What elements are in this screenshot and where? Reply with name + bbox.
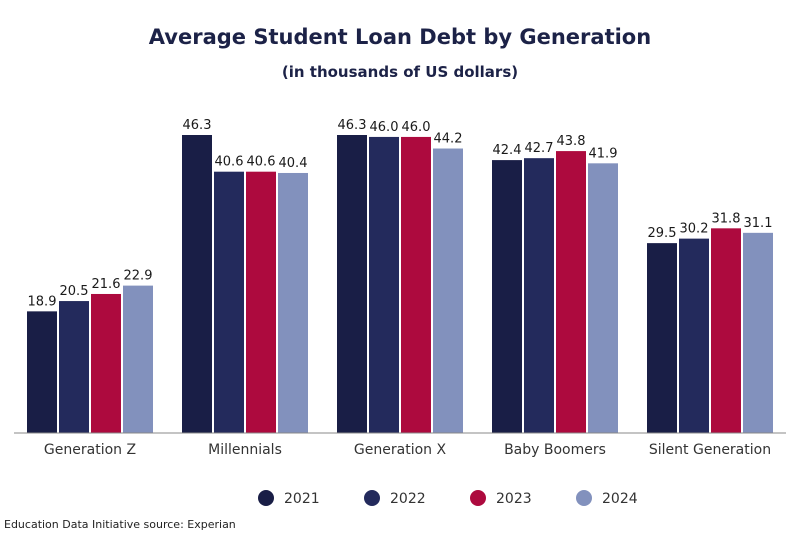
- data-label: 40.4: [279, 156, 308, 171]
- bar-generation-z-2024: [123, 285, 153, 433]
- x-tick-label: Baby Boomers: [504, 442, 606, 458]
- bar-silent-generation-2021: [647, 243, 677, 433]
- x-tick-label: Generation X: [354, 442, 447, 458]
- legend-label: 2024: [602, 491, 638, 507]
- bar-silent-generation-2024: [743, 232, 773, 433]
- data-label: 22.9: [124, 269, 153, 284]
- bar-baby-boomers-2024: [588, 163, 618, 434]
- data-label: 31.1: [744, 216, 773, 231]
- data-label: 18.9: [28, 294, 57, 309]
- data-label: 43.8: [557, 134, 586, 149]
- data-label: 44.2: [434, 132, 463, 147]
- legend-marker-2024: [576, 490, 592, 506]
- bar-generation-x-2023: [401, 136, 431, 433]
- legend: 2021 2022 2023 2024: [258, 490, 638, 507]
- bar-millennials-2021: [182, 135, 212, 433]
- x-axis-ticks: Generation Z Millennials Generation X Baby …: [44, 442, 771, 458]
- bar-millennials-2024: [278, 172, 308, 434]
- data-label: 29.5: [648, 226, 677, 241]
- bar-silent-generation-2022: [679, 238, 709, 433]
- chart-subtitle: (in thousands of US dollars): [282, 63, 518, 81]
- bar-generation-z-2023: [91, 293, 121, 433]
- data-labels-group: 18.920.5 21.622.946.340.6 40.6 40.446.3 46.0…: [28, 118, 773, 309]
- legend-marker-2023: [470, 490, 486, 506]
- data-label: 41.9: [589, 146, 618, 161]
- legend-marker-2022: [364, 490, 380, 506]
- bar-generation-x-2024: [433, 148, 463, 433]
- bar-millennials-2022: [214, 171, 244, 433]
- data-label: 30.2: [680, 222, 709, 237]
- bar-baby-boomers-2022: [524, 158, 554, 433]
- data-label: 42.7: [525, 141, 554, 156]
- x-tick-label: Generation Z: [44, 442, 136, 458]
- legend-label: 2022: [390, 491, 426, 507]
- chart-title: Average Student Loan Debt by Generation: [149, 25, 651, 49]
- bar-silent-generation-2023: [711, 228, 741, 433]
- bar-generation-x-2021: [337, 135, 367, 433]
- bars-group: [27, 135, 773, 434]
- legend-label: 2023: [496, 491, 532, 507]
- legend-marker-2021: [258, 490, 274, 506]
- data-label: 40.6: [247, 155, 276, 170]
- bar-millennials-2023: [246, 171, 276, 433]
- data-label: 46.0: [402, 120, 431, 135]
- legend-label: 2021: [284, 491, 320, 507]
- data-label: 40.6: [215, 155, 244, 170]
- bar-generation-z-2022: [59, 301, 89, 433]
- data-label: 46.3: [183, 118, 212, 133]
- data-label: 46.0: [370, 120, 399, 135]
- bar-baby-boomers-2023: [556, 151, 586, 434]
- source-note: Education Data Initiative source: Experi…: [4, 518, 236, 531]
- x-tick-label: Millennials: [208, 442, 282, 458]
- data-label: 21.6: [92, 277, 121, 292]
- bar-baby-boomers-2021: [492, 160, 522, 434]
- x-tick-label: Silent Generation: [649, 442, 771, 458]
- data-label: 20.5: [60, 284, 89, 299]
- data-label: 31.8: [712, 211, 741, 226]
- bar-generation-x-2022: [369, 136, 399, 433]
- data-label: 42.4: [493, 143, 522, 158]
- data-label: 46.3: [338, 118, 367, 133]
- bar-generation-z-2021: [27, 311, 57, 433]
